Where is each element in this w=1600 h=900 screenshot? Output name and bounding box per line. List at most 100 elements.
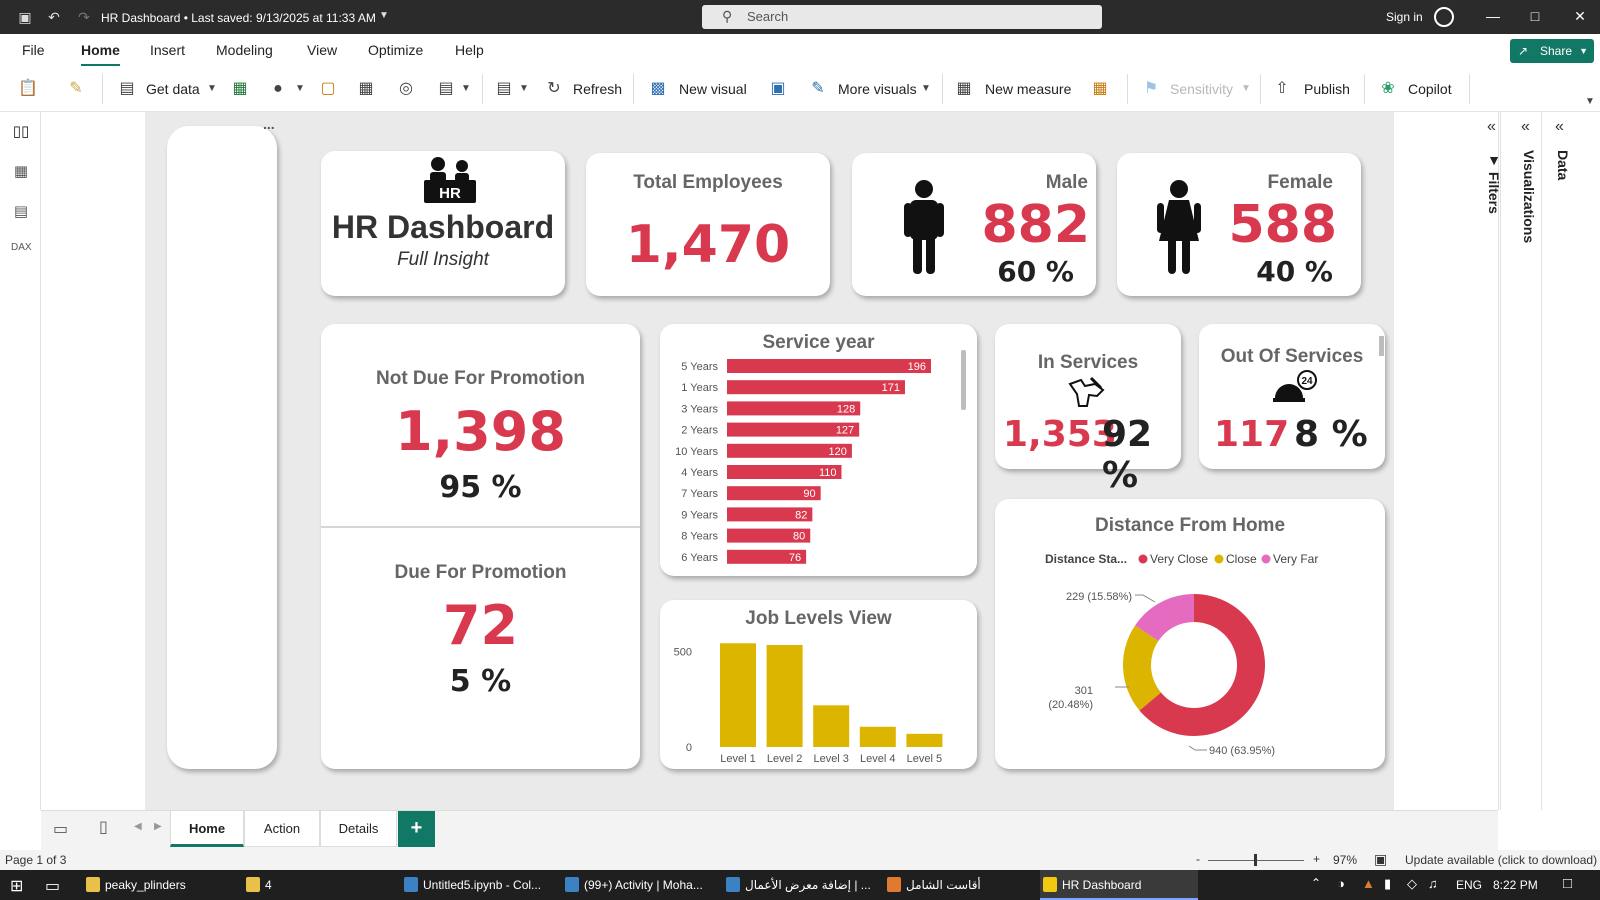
dataverse-icon[interactable]: ◎ — [399, 80, 413, 97]
filters-pane-label[interactable]: ▼ Filters — [1486, 152, 1502, 214]
excel-icon[interactable]: ▦ — [232, 80, 248, 97]
onelake-icon[interactable]: ● — [273, 80, 283, 97]
job-levels-bar — [766, 644, 803, 747]
tab-action[interactable]: Action — [244, 811, 320, 847]
tab-details[interactable]: Details — [320, 811, 397, 847]
chevron-down-icon[interactable]: ▼ — [921, 83, 931, 94]
menu-home[interactable]: Home — [81, 42, 120, 66]
copilot-button[interactable]: Copilot — [1408, 81, 1452, 97]
data-pane-label[interactable]: Data — [1555, 150, 1571, 181]
in-services-card: In Services 1,353 92 % — [995, 324, 1181, 496]
visualizations-pane-label[interactable]: Visualizations — [1521, 150, 1537, 244]
paste-icon[interactable]: 📋 — [18, 80, 38, 97]
save-icon[interactable]: ▣ — [18, 9, 32, 25]
avatar[interactable] — [1434, 7, 1454, 27]
menu-help[interactable]: Help — [455, 42, 484, 58]
male-percent: 60 % — [997, 255, 1074, 288]
close-icon[interactable]: ✕ — [1574, 8, 1586, 24]
taskbar-app-button[interactable]: أقاست الشامل — [884, 870, 1034, 900]
share-button[interactable]: ↗ Share ▼ — [1510, 39, 1594, 63]
taskbar-app-button[interactable]: 4 — [243, 870, 393, 900]
tab-home[interactable]: Home — [170, 811, 244, 847]
service-year-data-label: 128 — [837, 403, 855, 415]
sensitivity-button[interactable]: Sensitivity — [1170, 81, 1234, 97]
more-visuals-button[interactable]: More visuals — [838, 81, 917, 97]
menu-insert[interactable]: Insert — [150, 42, 186, 58]
collapse-filters-icon[interactable]: « — [1487, 118, 1496, 135]
fit-to-page-icon[interactable]: ▣ — [1374, 851, 1388, 867]
more-options-icon[interactable]: ... — [263, 116, 275, 132]
taskbar-app-button[interactable]: Untitled5.ipynb - Col... — [401, 870, 553, 900]
minimize-icon[interactable]: — — [1486, 8, 1500, 24]
collapse-data-icon[interactable]: « — [1555, 118, 1564, 135]
job-levels-bar — [813, 705, 850, 747]
quick-measure-icon[interactable]: ▦ — [1092, 80, 1108, 97]
slicer-panel[interactable] — [167, 126, 277, 769]
model-view-icon[interactable]: ▤ — [13, 203, 29, 220]
distance-chart-card[interactable]: Distance From Home Distance Sta... Very C… — [995, 499, 1385, 769]
tray-app-icon[interactable]: ◑ — [1337, 876, 1345, 891]
tray-chevron-icon[interactable]: ⌃ — [1311, 876, 1322, 890]
taskbar-app-button[interactable]: HR Dashboard — [1040, 870, 1198, 900]
menu-view[interactable]: View — [307, 42, 338, 58]
mobile-layout-icon[interactable]: ▯ — [99, 819, 108, 836]
collapse-ribbon-icon[interactable]: ▼ — [1585, 96, 1595, 107]
text-box-icon[interactable]: ▣ — [770, 80, 786, 97]
male-icon — [904, 180, 944, 274]
battery-icon[interactable]: ▮ — [1384, 876, 1392, 891]
report-view-icon[interactable]: ▯▯ — [12, 123, 30, 140]
search-input[interactable]: ⚲ Search — [702, 5, 1102, 29]
recent-sources-icon[interactable]: ▤ — [438, 80, 454, 97]
tray-orange-icon[interactable]: ▲ — [1362, 876, 1375, 891]
menu-modeling[interactable]: Modeling — [216, 42, 273, 58]
next-page-icon[interactable]: ▶ — [154, 821, 162, 832]
format-painter-icon[interactable]: ✎ — [69, 80, 83, 97]
zoom-in-button[interactable]: + — [1313, 852, 1321, 866]
menu-file[interactable]: File — [22, 42, 45, 58]
network-icon[interactable]: ◇ — [1407, 876, 1417, 891]
dashboard-title: HR Dashboard — [331, 209, 555, 245]
get-data-button[interactable]: Get data — [146, 81, 200, 97]
maximize-icon[interactable]: □ — [1530, 8, 1540, 24]
zoom-slider-thumb[interactable] — [1254, 854, 1257, 866]
chevron-down-icon[interactable]: ▼ — [519, 83, 529, 94]
dax-query-view-icon[interactable]: DAX — [11, 242, 32, 253]
clock[interactable]: 8:22 PM — [1493, 878, 1538, 892]
chevron-down-icon[interactable]: ▼ — [295, 83, 305, 94]
service-year-chart-card[interactable]: Service year 5 Years 196 1 Years 171 3 Years… — [660, 324, 977, 576]
new-measure-button[interactable]: New measure — [985, 81, 1072, 97]
taskbar-app-button[interactable]: (99+) Activity | Moha... — [562, 870, 714, 900]
chevron-down-icon[interactable]: ▼ — [207, 83, 217, 94]
enter-data-icon[interactable]: ▦ — [358, 80, 374, 97]
table-view-icon[interactable]: ▦ — [13, 163, 29, 180]
taskbar-app-button[interactable]: peaky_plinders — [83, 870, 233, 900]
transform-data-icon[interactable]: ▤ — [496, 80, 512, 97]
undo-icon[interactable]: ↶ — [48, 9, 60, 25]
chevron-down-icon[interactable]: ▼ — [1241, 83, 1251, 94]
menu-optimize[interactable]: Optimize — [368, 42, 424, 58]
task-view-icon[interactable]: ▭ — [45, 878, 61, 895]
new-visual-button[interactable]: New visual — [679, 81, 747, 97]
refresh-button[interactable]: Refresh — [573, 81, 623, 97]
redo-icon[interactable]: ↷ — [78, 9, 90, 25]
chevron-down-icon[interactable]: ▼ — [461, 83, 471, 94]
language-indicator[interactable]: ENG — [1456, 878, 1483, 892]
volume-icon[interactable]: ♫ — [1428, 876, 1438, 891]
desktop-layout-icon[interactable]: ▭ — [53, 821, 69, 838]
add-page-button[interactable]: + — [398, 811, 435, 847]
title-dropdown-icon[interactable]: ▼ — [379, 10, 389, 21]
dataset-icon[interactable]: ▢ — [320, 80, 336, 97]
chart-scrollbar[interactable] — [961, 350, 966, 410]
document-title[interactable]: HR Dashboard • Last saved: 9/13/2025 at … — [101, 11, 376, 25]
sign-in-link[interactable]: Sign in — [1386, 10, 1423, 24]
prev-page-icon[interactable]: ◀ — [134, 821, 142, 832]
collapse-visualizations-icon[interactable]: « — [1521, 118, 1530, 135]
card-scrollbar[interactable] — [1379, 336, 1384, 356]
update-available-link[interactable]: Update available (click to download) — [1405, 853, 1598, 867]
taskbar-app-button[interactable]: إضافة معرض الأعمال | ... — [723, 870, 875, 900]
publish-button[interactable]: Publish — [1304, 81, 1350, 97]
notifications-icon[interactable]: □ — [1563, 875, 1573, 892]
job-levels-chart-card[interactable]: Job Levels View 0 500 Level 1 Level 2 Level … — [660, 600, 977, 769]
zoom-out-button[interactable]: - — [1196, 852, 1200, 866]
windows-start-icon[interactable]: ⊞ — [10, 878, 24, 895]
